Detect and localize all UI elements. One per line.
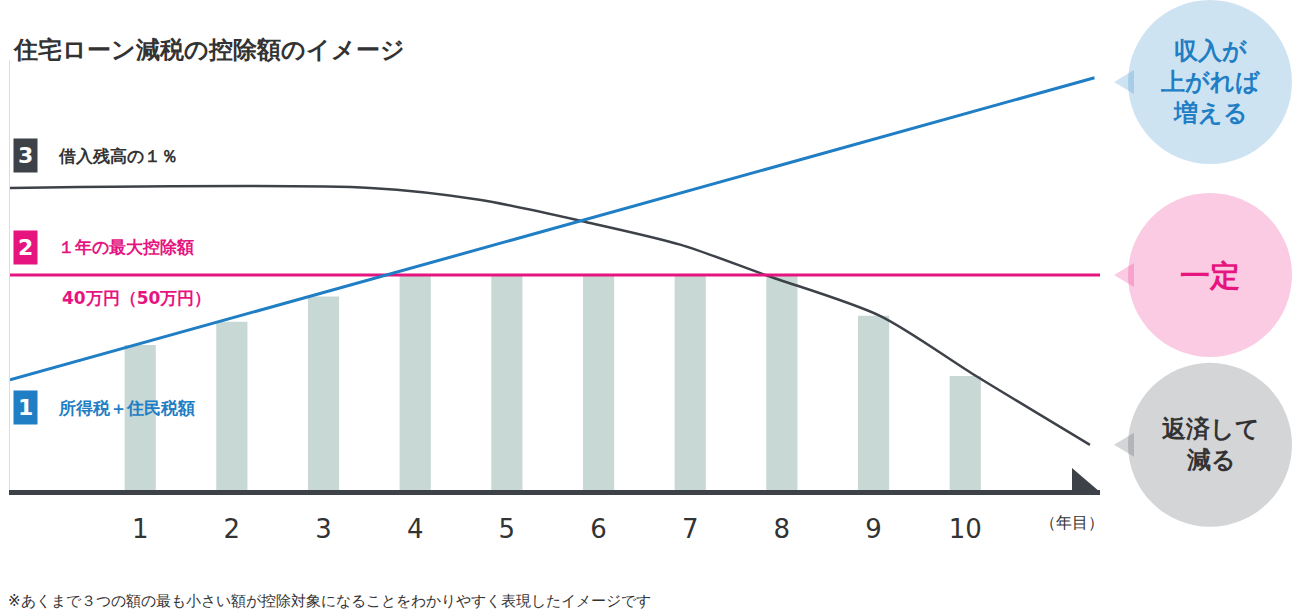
svg-text:2: 2 <box>224 514 241 544</box>
svg-text:7: 7 <box>682 514 699 544</box>
svg-text:返済して減る: 返済して減る <box>1161 415 1260 474</box>
svg-text:1: 1 <box>18 395 33 420</box>
svg-text:5: 5 <box>499 514 516 544</box>
svg-text:1: 1 <box>132 514 149 544</box>
svg-text:3: 3 <box>315 514 332 544</box>
svg-text:8: 8 <box>774 514 791 544</box>
svg-text:9: 9 <box>865 514 882 544</box>
svg-text:一定: 一定 <box>1180 258 1240 293</box>
svg-text:借入残高の１％: 借入残高の１％ <box>58 146 178 166</box>
svg-text:4: 4 <box>407 514 424 544</box>
svg-text:※あくまで３つの額の最も小さい額が控除対象になることをわかり: ※あくまで３つの額の最も小さい額が控除対象になることをわかりやすく表現したイメー… <box>8 592 651 610</box>
svg-text:住宅ローン減税の控除額のイメージ: 住宅ローン減税の控除額のイメージ <box>13 36 405 64</box>
svg-text:40万円（50万円）: 40万円（50万円） <box>62 288 211 308</box>
svg-text:（年目）: （年目） <box>1040 513 1104 532</box>
svg-text:6: 6 <box>590 514 607 544</box>
svg-text:１年の最大控除額: １年の最大控除額 <box>58 237 194 257</box>
svg-text:2: 2 <box>18 235 33 260</box>
svg-text:所得税＋住民税額: 所得税＋住民税額 <box>58 398 195 418</box>
svg-text:10: 10 <box>949 514 982 544</box>
svg-text:3: 3 <box>18 143 33 168</box>
svg-text:収入が上がれば増える: 収入が上がれば増える <box>1160 37 1261 127</box>
